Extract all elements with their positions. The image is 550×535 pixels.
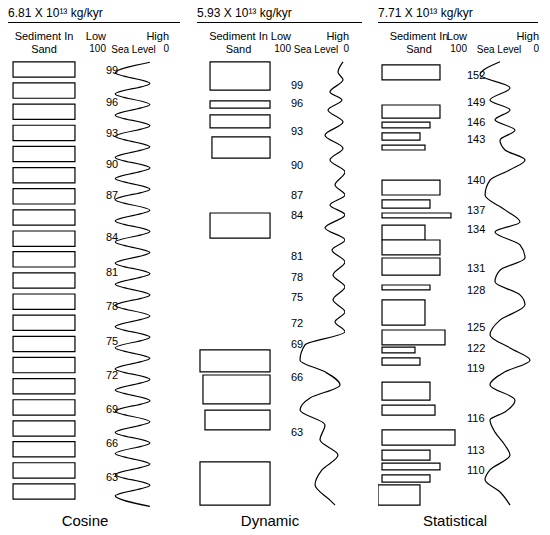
html-text:High: High [326, 30, 349, 42]
svg-text:99: 99 [106, 64, 118, 76]
html-text:Low: Low [270, 30, 291, 42]
svg-text:63: 63 [291, 426, 303, 438]
svg-text:116: 116 [467, 412, 485, 424]
html-text:Sea Level: Sea Level [293, 44, 339, 55]
svg-text:72: 72 [291, 317, 303, 329]
svg-text:87: 87 [291, 189, 303, 201]
svg-text:93: 93 [291, 125, 303, 137]
svg-text:96: 96 [106, 96, 118, 108]
svg-text:0: 0 [533, 43, 539, 54]
html-text:Sediment In Sand: Sediment In Sand [14, 30, 74, 55]
svg-text:66: 66 [106, 437, 118, 449]
svg-text:75: 75 [106, 335, 118, 347]
svg-text:90: 90 [291, 159, 303, 171]
svg-text:93: 93 [106, 127, 118, 139]
svg-text:0: 0 [163, 43, 169, 54]
svg-text:110: 110 [467, 464, 485, 476]
svg-text:125: 125 [467, 321, 485, 333]
svg-text:81: 81 [291, 250, 303, 262]
svg-text:122: 122 [467, 342, 485, 354]
svg-text:128: 128 [467, 284, 485, 296]
html-text:6.81 X 10¹³ kg/kyr: 6.81 X 10¹³ kg/kyr [8, 6, 103, 20]
html-text:7.71 X 10¹³ kg/kyr: 7.71 X 10¹³ kg/kyr [378, 6, 473, 20]
svg-text:84: 84 [291, 209, 303, 221]
svg-text:152: 152 [467, 69, 485, 81]
svg-text:75: 75 [291, 291, 303, 303]
svg-text:69: 69 [291, 338, 303, 350]
svg-text:84: 84 [106, 231, 118, 243]
html-text:Cosine: Cosine [61, 512, 109, 529]
svg-text:66: 66 [291, 371, 303, 383]
html-text:Statistical: Statistical [422, 512, 488, 529]
svg-text:134: 134 [467, 223, 485, 235]
svg-text:113: 113 [467, 444, 485, 456]
svg-text:100: 100 [275, 43, 291, 54]
svg-text:96: 96 [291, 97, 303, 109]
svg-text:81: 81 [106, 266, 118, 278]
html-text:5.93 X 10¹³ kg/kyr: 5.93 X 10¹³ kg/kyr [197, 6, 292, 20]
svg-text:69: 69 [106, 403, 118, 415]
svg-text:146: 146 [467, 116, 485, 128]
svg-text:63: 63 [106, 471, 118, 483]
svg-text:87: 87 [106, 189, 118, 201]
html-text:Low: Low [85, 30, 106, 42]
svg-text:72: 72 [106, 369, 118, 381]
svg-text:78: 78 [291, 271, 303, 283]
svg-text:149: 149 [467, 96, 485, 108]
svg-text:119: 119 [467, 362, 485, 374]
svg-text:99: 99 [291, 79, 303, 91]
svg-text:0: 0 [343, 43, 349, 54]
svg-text:137: 137 [467, 204, 485, 216]
html-text:High: High [516, 30, 539, 42]
html-text:Dynamic: Dynamic [240, 512, 300, 529]
html-text:High: High [146, 30, 169, 42]
svg-text:143: 143 [467, 133, 485, 145]
html-text:Sediment In Sand: Sediment In Sand [209, 30, 268, 55]
svg-text:140: 140 [467, 174, 485, 186]
html-text:Sea Level: Sea Level [476, 44, 522, 55]
svg-text:78: 78 [106, 300, 118, 312]
svg-text:100: 100 [90, 43, 106, 54]
html-text:Sea Level: Sea Level [111, 44, 156, 55]
svg-text:90: 90 [106, 158, 118, 170]
svg-text:100: 100 [451, 43, 467, 54]
svg-text:131: 131 [467, 262, 485, 274]
html-text:Low: Low [446, 30, 467, 42]
html-text:Sediment In Sand: Sediment In Sand [389, 30, 449, 55]
